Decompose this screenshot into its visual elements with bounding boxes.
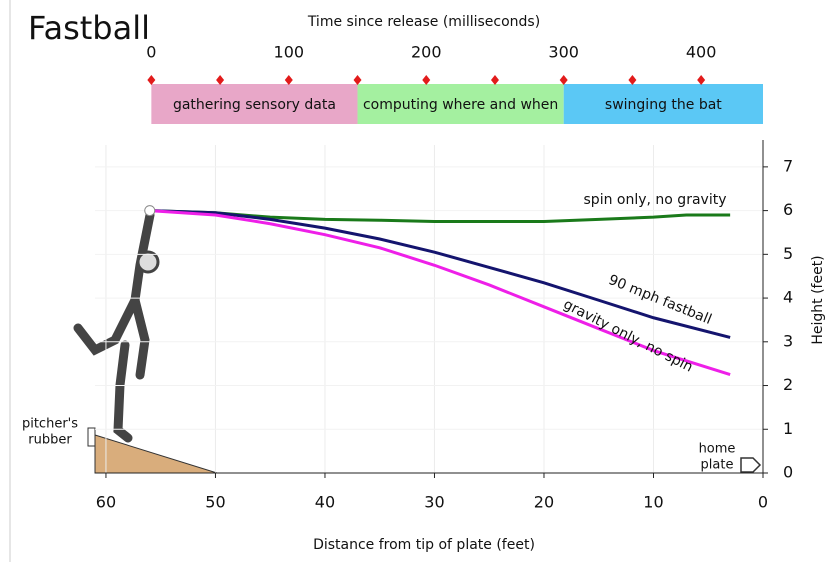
x2-tick xyxy=(284,75,293,85)
y-tick-label: 2 xyxy=(783,375,793,394)
x-tick-label: 30 xyxy=(424,493,444,512)
x2-tick-label: 300 xyxy=(548,43,579,62)
annotation: rubber xyxy=(28,433,72,448)
pitcher-figure xyxy=(73,210,160,443)
y-tick-label: 6 xyxy=(783,200,793,219)
chart-title: Fastball xyxy=(28,9,150,47)
x2-tick xyxy=(559,75,568,85)
phase-label: swinging the bat xyxy=(605,97,722,113)
y-tick-label: 4 xyxy=(783,288,793,307)
x2-minor-tick xyxy=(628,75,637,85)
y-tick-label: 1 xyxy=(783,419,793,438)
x-axis-label: Distance from tip of plate (feet) xyxy=(313,537,535,553)
x2-minor-tick xyxy=(490,75,499,85)
x-tick-label: 0 xyxy=(758,493,768,512)
x2-minor-tick xyxy=(353,75,362,85)
x2-tick-label: 200 xyxy=(411,43,442,62)
x2-tick-label: 0 xyxy=(146,43,156,62)
phase-band xyxy=(357,84,564,124)
x2-axis-label: Time since release (milliseconds) xyxy=(307,14,540,30)
x2-tick-label: 100 xyxy=(274,43,305,62)
x-tick-label: 40 xyxy=(315,493,335,512)
x-tick-label: 60 xyxy=(96,493,116,512)
y-tick-label: 0 xyxy=(783,463,793,482)
series-line xyxy=(149,209,731,339)
x-tick-label: 20 xyxy=(534,493,554,512)
x-tick-label: 10 xyxy=(643,493,663,512)
x2-tick xyxy=(697,75,706,85)
rubber xyxy=(87,427,96,447)
series-line xyxy=(149,209,731,377)
phase-band xyxy=(151,84,358,124)
x2-tick xyxy=(147,75,156,85)
x2-tick xyxy=(422,75,431,85)
series-line xyxy=(149,209,731,224)
annotation: plate xyxy=(701,458,734,473)
annotation: pitcher's xyxy=(22,417,78,432)
mound xyxy=(94,434,218,474)
annotation: home xyxy=(699,442,736,457)
home-plate xyxy=(740,457,762,473)
phase-band xyxy=(563,84,763,124)
y-tick-label: 3 xyxy=(783,331,793,350)
series-label: spin only, no gravity xyxy=(584,192,727,208)
y-tick-label: 7 xyxy=(783,156,793,175)
x-tick-label: 50 xyxy=(205,493,225,512)
x2-minor-tick xyxy=(216,75,225,85)
x2-tick-label: 400 xyxy=(686,43,717,62)
phase-label: computing where and when xyxy=(363,97,558,113)
phase-label: gathering sensory data xyxy=(173,97,336,113)
y-axis-label: Height (feet) xyxy=(810,255,826,344)
y-tick-label: 5 xyxy=(783,244,793,263)
ball xyxy=(144,205,156,217)
